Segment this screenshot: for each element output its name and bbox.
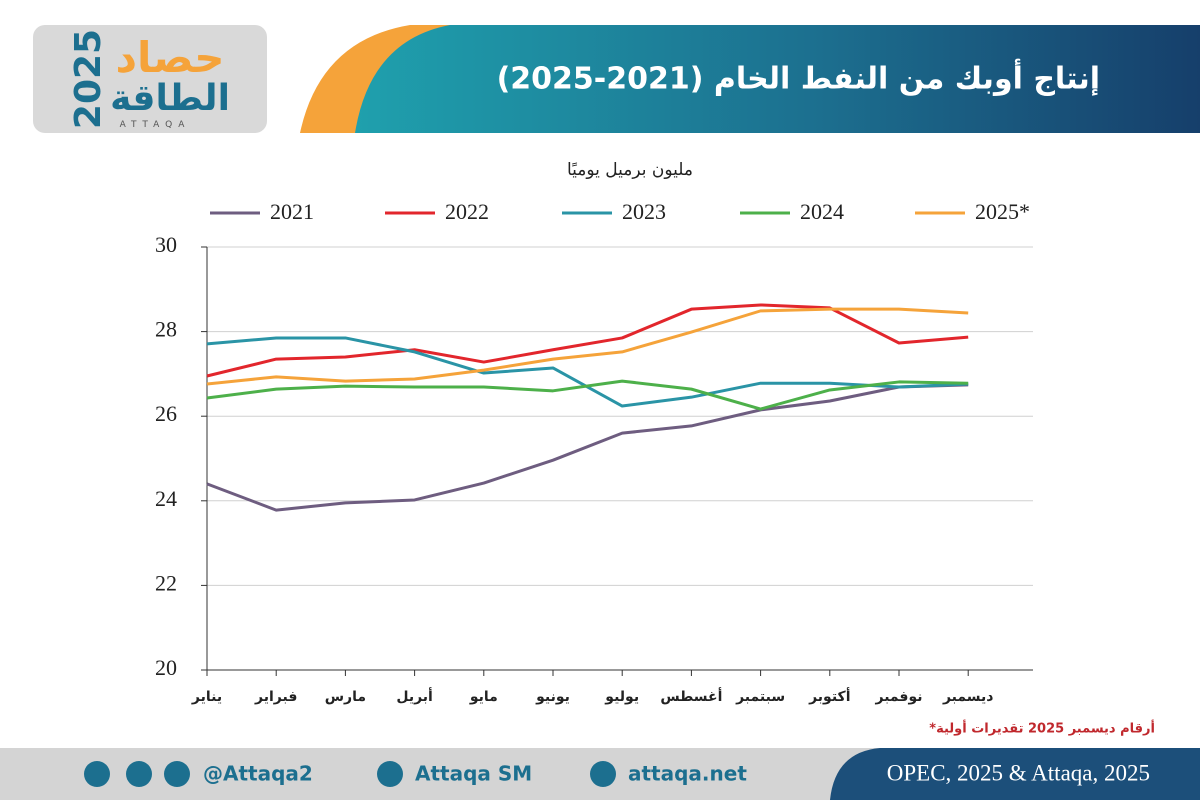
x-tick-label: ديسمبر bbox=[942, 689, 994, 705]
y-tick-label: 22 bbox=[155, 570, 177, 595]
x-icon[interactable] bbox=[84, 761, 110, 787]
logo-box bbox=[33, 25, 267, 133]
x-tick-label: أغسطس bbox=[660, 687, 722, 705]
x-tick-label: فبراير bbox=[254, 689, 297, 705]
logo-word: حصاد bbox=[116, 33, 225, 82]
line-series bbox=[206, 303, 969, 378]
x-tick-label: نوفمبر bbox=[874, 689, 922, 705]
footnote: *أرقام ديسمبر 2025 تقديرات أولية bbox=[929, 720, 1155, 737]
y-tick-label: 20 bbox=[155, 655, 177, 680]
y-tick-label: 24 bbox=[155, 486, 177, 511]
web-icon[interactable] bbox=[590, 761, 616, 787]
x-tick-label: مايو bbox=[469, 689, 498, 705]
logo-latin: ATTAQA bbox=[120, 120, 191, 130]
y-axis-label: مليون برميل يوميًا bbox=[567, 160, 693, 180]
source: OPEC, 2025 & Attaqa, 2025 bbox=[887, 760, 1150, 785]
line-series bbox=[206, 379, 969, 411]
x-tick-label: أبريل bbox=[396, 687, 433, 705]
x-tick-label: سبتمبر bbox=[735, 689, 785, 705]
y-tick-label: 26 bbox=[155, 401, 177, 426]
instagram-icon[interactable] bbox=[126, 761, 152, 787]
x-tick-label: يونيو bbox=[535, 689, 570, 705]
x-tick-label: مارس bbox=[325, 689, 366, 705]
website[interactable]: attaqa.net bbox=[628, 762, 747, 786]
logo-brand: الطاقة bbox=[110, 78, 230, 119]
twitter-handle[interactable]: @Attaqa2 bbox=[203, 762, 313, 786]
youtube-icon[interactable] bbox=[377, 761, 403, 787]
youtube-handle[interactable]: Attaqa SM bbox=[415, 762, 532, 786]
legend-label: 2022 bbox=[445, 199, 489, 224]
x-tick-label: أكتوبر bbox=[808, 687, 850, 705]
legend-label: 2025* bbox=[975, 199, 1030, 224]
logo-year: 2025 bbox=[68, 29, 109, 129]
x-tick-label: يناير bbox=[191, 689, 222, 705]
facebook-icon[interactable] bbox=[164, 761, 190, 787]
legend-label: 2024 bbox=[800, 199, 844, 224]
footer-source-band bbox=[830, 748, 1200, 800]
line-series bbox=[206, 307, 969, 386]
chart-title: إنتاج أوبك من النفط الخام (2021-2025) bbox=[497, 59, 1100, 97]
y-tick-label: 28 bbox=[155, 317, 177, 342]
legend-label: 2021 bbox=[270, 199, 314, 224]
x-tick-label: يوليو bbox=[604, 689, 639, 705]
header-band bbox=[355, 25, 1200, 133]
legend-label: 2023 bbox=[622, 199, 666, 224]
y-tick-label: 30 bbox=[155, 232, 177, 257]
line-series bbox=[206, 383, 969, 512]
